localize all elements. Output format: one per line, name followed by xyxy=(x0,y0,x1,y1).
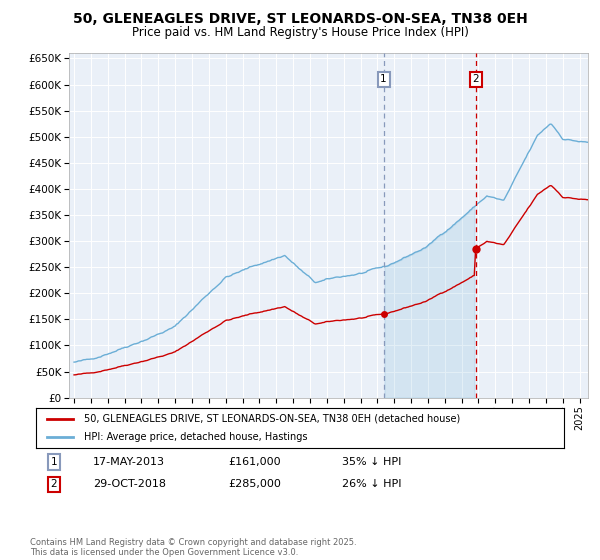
Text: 1: 1 xyxy=(380,74,387,85)
Text: 50, GLENEAGLES DRIVE, ST LEONARDS-ON-SEA, TN38 0EH (detached house): 50, GLENEAGLES DRIVE, ST LEONARDS-ON-SEA… xyxy=(83,414,460,424)
Text: Contains HM Land Registry data © Crown copyright and database right 2025.
This d: Contains HM Land Registry data © Crown c… xyxy=(30,538,356,557)
Text: 2: 2 xyxy=(472,74,479,85)
Text: HPI: Average price, detached house, Hastings: HPI: Average price, detached house, Hast… xyxy=(83,432,307,442)
Text: Price paid vs. HM Land Registry's House Price Index (HPI): Price paid vs. HM Land Registry's House … xyxy=(131,26,469,39)
Text: 2: 2 xyxy=(50,479,58,489)
Text: 26% ↓ HPI: 26% ↓ HPI xyxy=(342,479,401,489)
Text: 17-MAY-2013: 17-MAY-2013 xyxy=(93,457,165,467)
Text: 50, GLENEAGLES DRIVE, ST LEONARDS-ON-SEA, TN38 0EH: 50, GLENEAGLES DRIVE, ST LEONARDS-ON-SEA… xyxy=(73,12,527,26)
Text: 35% ↓ HPI: 35% ↓ HPI xyxy=(342,457,401,467)
Text: 29-OCT-2018: 29-OCT-2018 xyxy=(93,479,166,489)
Text: £161,000: £161,000 xyxy=(228,457,281,467)
Text: 1: 1 xyxy=(50,457,58,467)
Text: £285,000: £285,000 xyxy=(228,479,281,489)
